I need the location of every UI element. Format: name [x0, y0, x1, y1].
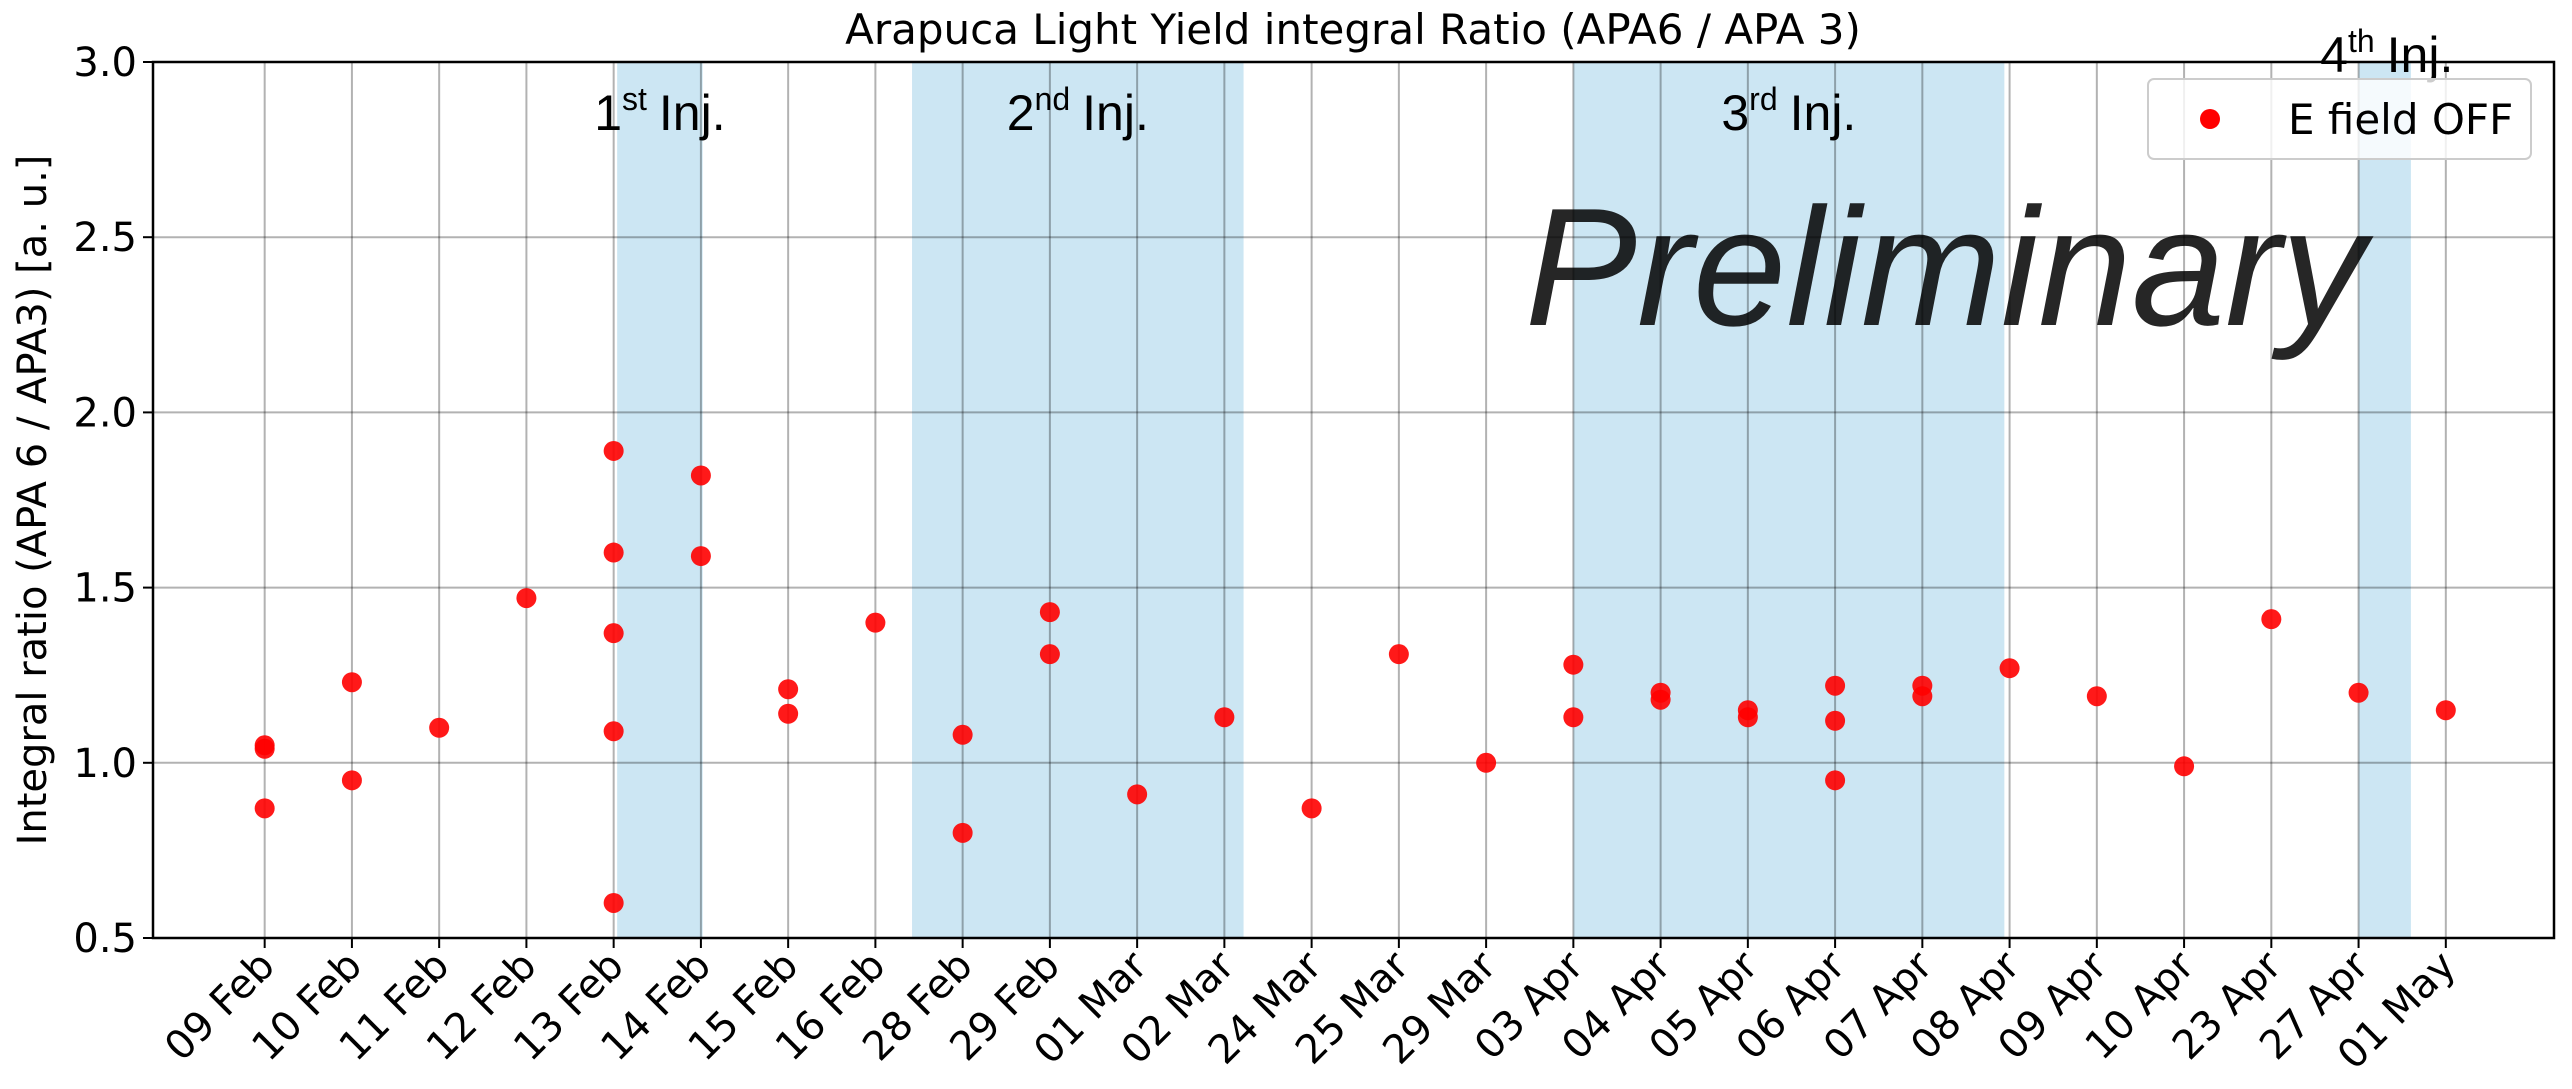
- data-point: [2086, 686, 2107, 707]
- injection-number: 3: [1721, 85, 1749, 141]
- y-tick-label: 1.5: [73, 566, 137, 612]
- data-point: [341, 672, 362, 693]
- y-tick-label: 1.0: [73, 741, 137, 787]
- data-point: [2435, 700, 2456, 721]
- injection-suffix: rd: [1749, 81, 1777, 117]
- data-point: [1127, 784, 1148, 805]
- legend-box: [2147, 78, 2532, 160]
- data-point: [254, 738, 275, 759]
- data-point: [778, 679, 799, 700]
- data-point: [1737, 707, 1758, 728]
- data-point: [1825, 710, 1846, 731]
- legend-marker: [2200, 109, 2220, 129]
- data-point: [1912, 686, 1933, 707]
- data-point: [2348, 682, 2369, 703]
- data-point: [603, 892, 624, 913]
- data-point: [341, 770, 362, 791]
- data-point: [603, 623, 624, 644]
- injection-span: [2358, 62, 2411, 938]
- chart-title: Arapuca Light Yield integral Ratio (APA6…: [845, 5, 1861, 54]
- data-point: [2261, 609, 2282, 630]
- injection-span: [1573, 62, 2005, 938]
- injection-number: 4: [2320, 27, 2348, 83]
- data-point: [1825, 675, 1846, 696]
- data-point: [429, 717, 450, 738]
- plot-frame: [151, 60, 2556, 940]
- injection-label: 1st Inj.: [594, 81, 725, 141]
- data-point: [1388, 644, 1409, 665]
- injection-label: 2nd Inj.: [1007, 81, 1149, 141]
- data-point: [2174, 756, 2195, 777]
- data-point: [1563, 654, 1584, 675]
- data-point: [516, 588, 537, 609]
- data-point: [1039, 644, 1060, 665]
- injection-label: 3rd Inj.: [1721, 81, 1856, 141]
- data-point: [1825, 770, 1846, 791]
- data-point: [603, 440, 624, 461]
- y-tick-label: 2.5: [73, 215, 137, 261]
- data-point: [603, 721, 624, 742]
- injection-label: 4th Inj.: [2320, 23, 2453, 83]
- data-point: [603, 542, 624, 563]
- injection-word: Inj.: [1790, 85, 1857, 141]
- y-tick-label: 0.5: [73, 916, 137, 962]
- injection-span: [617, 62, 703, 938]
- y-tick-label: 3.0: [73, 40, 137, 86]
- injection-word: Inj.: [1082, 85, 1149, 141]
- data-point: [1650, 689, 1671, 710]
- injection-span: [912, 62, 1244, 938]
- data-point: [1476, 752, 1497, 773]
- data-point: [1214, 707, 1235, 728]
- data-point: [254, 798, 275, 819]
- data-point: [690, 546, 711, 567]
- data-point: [1999, 658, 2020, 679]
- injection-number: 2: [1007, 85, 1035, 141]
- injection-suffix: th: [2348, 23, 2375, 59]
- data-point: [952, 822, 973, 843]
- data-point: [778, 703, 799, 724]
- injection-suffix: st: [622, 81, 647, 117]
- data-point: [952, 724, 973, 745]
- injection-word: Inj.: [2387, 27, 2454, 83]
- legend-label: E field OFF: [2288, 95, 2513, 144]
- data-point: [1563, 707, 1584, 728]
- injection-suffix: nd: [1035, 81, 1071, 117]
- data-point: [1039, 602, 1060, 623]
- data-point: [865, 612, 886, 633]
- y-axis-label: Integral ratio (APA 6 / APA3) [a. u.]: [10, 155, 56, 846]
- injection-word: Inj.: [659, 85, 726, 141]
- y-tick-label: 2.0: [73, 390, 137, 436]
- data-point: [690, 465, 711, 486]
- preliminary-watermark: Preliminary: [1525, 173, 2374, 361]
- injection-number: 1: [594, 85, 622, 141]
- data-point: [1301, 798, 1322, 819]
